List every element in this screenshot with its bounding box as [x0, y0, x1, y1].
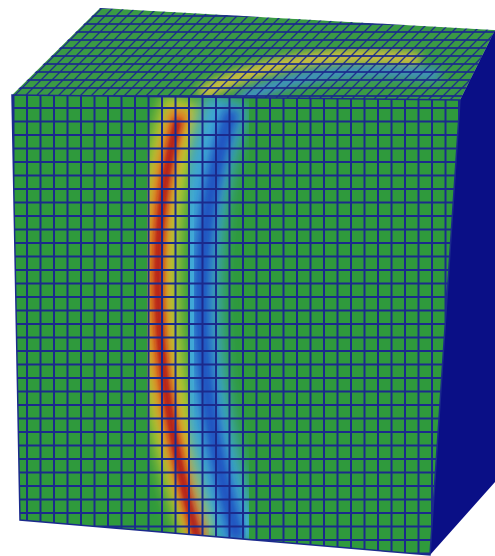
mesh-render — [0, 0, 495, 556]
page — [0, 0, 495, 556]
top-face — [0, 0, 495, 110]
front-face — [0, 80, 480, 556]
